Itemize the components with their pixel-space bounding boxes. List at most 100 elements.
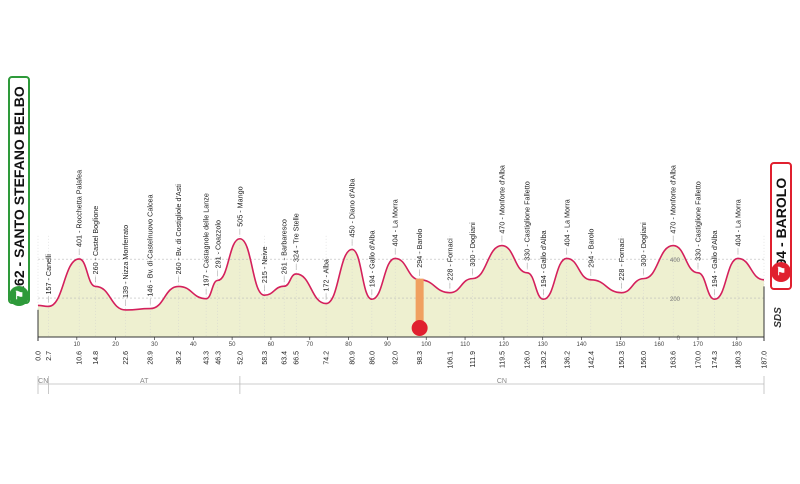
distance-tick-label: 170 bbox=[693, 342, 704, 348]
sprint-icon bbox=[411, 320, 428, 336]
distance-tick-label: 80 bbox=[345, 342, 352, 348]
distance-tick-label: 100 bbox=[421, 342, 432, 348]
place-label: 261 - Barbaresco bbox=[280, 219, 289, 274]
km-marker-label: 126.0 bbox=[525, 351, 532, 369]
km-marker-label: 74.2 bbox=[324, 351, 331, 365]
start-label: 162 - SANTO STEFANO BELBO bbox=[11, 86, 27, 294]
place-label: 470 - Monforte d'Alba bbox=[497, 165, 506, 234]
place-label: 401 - Rocchetta Palafea bbox=[75, 170, 84, 247]
place-label: 146 - Bv. di Castelnuovo Calcea bbox=[146, 194, 155, 296]
km-marker-label: 111.9 bbox=[470, 351, 477, 368]
km-marker-label: 119.5 bbox=[499, 351, 506, 368]
place-label: 330 - Castiglione Falletto bbox=[523, 181, 532, 261]
km-marker-label: 63.4 bbox=[282, 351, 289, 365]
km-marker-label: 28.9 bbox=[148, 351, 155, 365]
km-marker-label: 92.0 bbox=[393, 351, 400, 365]
distance-tick-label: 40 bbox=[190, 342, 197, 348]
km-marker-label: 174.3 bbox=[712, 351, 719, 369]
distance-tick-label: 150 bbox=[615, 342, 626, 348]
sds-logo: SDS bbox=[772, 307, 784, 328]
km-marker-label: 10.6 bbox=[77, 351, 84, 365]
km-marker-label: 52.0 bbox=[237, 351, 244, 365]
distance-tick-label: 130 bbox=[538, 342, 549, 348]
place-label: 294 - Barolo bbox=[415, 229, 424, 268]
place-label: 404 - La Morra bbox=[391, 199, 400, 246]
province-band: CN AT CN bbox=[37, 376, 765, 394]
km-marker-label: 66.5 bbox=[294, 351, 301, 365]
km-marker-label: 98.3 bbox=[417, 351, 424, 365]
place-label: 194 - Gallo d'Alba bbox=[539, 230, 548, 287]
place-label: 260 - Bv. di Costigliole d'Asti bbox=[174, 184, 183, 275]
km-marker-label: 0.0 bbox=[36, 351, 43, 361]
place-label: 197 - Castagnole delle Lanze bbox=[202, 193, 211, 287]
place-label: 194 - Gallo d'Alba bbox=[710, 230, 719, 287]
grid-label: 400 bbox=[670, 258, 681, 264]
province-label: CN bbox=[38, 378, 48, 385]
km-marker-label: 130.2 bbox=[541, 351, 548, 369]
km-marker-label: 142.4 bbox=[588, 351, 595, 369]
place-label: 404 - La Morra bbox=[733, 199, 742, 246]
distance-tick-label: 60 bbox=[268, 342, 275, 348]
km-marker-label: 187.0 bbox=[762, 351, 769, 369]
km-marker-label: 14.8 bbox=[93, 351, 100, 365]
km-marker-label: 156.0 bbox=[641, 351, 648, 369]
km-marker-label: 36.2 bbox=[176, 351, 183, 365]
distance-tick-label: 90 bbox=[384, 342, 391, 348]
place-label: 157 - Canelli bbox=[44, 254, 53, 295]
finish-label: 294 - BAROLO bbox=[773, 177, 789, 275]
distance-tick-label: 180 bbox=[732, 342, 743, 348]
place-label: 300 - Dogliani bbox=[468, 222, 477, 267]
km-marker-label: 22.6 bbox=[123, 351, 130, 365]
start-label-box: 162 - SANTO STEFANO BELBO bbox=[8, 76, 30, 304]
profile-fill-layer bbox=[38, 238, 764, 337]
place-label: 228 - Fornaci bbox=[445, 238, 454, 281]
distance-tick-label: 160 bbox=[654, 342, 665, 348]
distance-axis: 10 20 30 40 50 60 70 80 90 100 110 120 130 140 150 160 1… bbox=[36, 286, 769, 369]
province-label: CN bbox=[497, 378, 507, 385]
start-flag-icon: ⚑ bbox=[9, 286, 29, 306]
distance-tick-label: 50 bbox=[229, 342, 236, 348]
grid-label: 0 bbox=[677, 336, 681, 342]
province-label: AT bbox=[140, 378, 149, 385]
distance-tick-label: 120 bbox=[499, 342, 510, 348]
profile-line-layer bbox=[37, 237, 765, 336]
distance-tick-label: 110 bbox=[460, 342, 470, 348]
finish-label-box: 294 - BAROLO bbox=[770, 162, 792, 290]
km-marker-label: 136.2 bbox=[564, 351, 571, 369]
place-label: 139 - Nizza Monferrato bbox=[121, 225, 130, 298]
km-marker-label: 46.3 bbox=[215, 351, 222, 365]
distance-tick-label: 140 bbox=[577, 342, 588, 348]
distance-tick-label: 10 bbox=[73, 342, 80, 348]
grid-label: 200 bbox=[670, 297, 681, 303]
finish-flag-icon: ⚑ bbox=[771, 262, 791, 282]
place-label: 450 - Diano d'Alba bbox=[348, 179, 357, 238]
place-label: 505 - Mango bbox=[235, 186, 244, 226]
km-marker-label: 86.0 bbox=[369, 351, 376, 365]
distance-tick-label: 20 bbox=[112, 342, 119, 348]
km-marker-label: 180.3 bbox=[735, 351, 742, 369]
profile-line bbox=[37, 237, 765, 311]
distance-tick-label: 70 bbox=[306, 342, 313, 348]
place-label: 228 - Fornaci bbox=[617, 238, 626, 281]
km-marker-label: 150.3 bbox=[619, 351, 626, 369]
place-label: 215 - Neive bbox=[260, 246, 269, 283]
place-label: 300 - Dogliani bbox=[639, 222, 648, 267]
place-label: 291 - Coazzolo bbox=[213, 220, 222, 268]
km-marker-label: 106.1 bbox=[447, 351, 454, 369]
km-marker-label: 2.7 bbox=[46, 351, 53, 361]
profile-area bbox=[38, 238, 764, 337]
place-label: 260 - Castel Boglione bbox=[91, 206, 100, 275]
km-marker-label: 80.9 bbox=[350, 351, 357, 365]
place-label: 172 - Alba bbox=[322, 259, 331, 291]
place-label: 470 - Monforte d'Alba bbox=[669, 165, 678, 234]
place-labels: 157 - Canelli 401 - Rocchetta Palafea 260 … bbox=[44, 165, 742, 306]
km-marker-label: 170.0 bbox=[696, 351, 703, 369]
place-label: 404 - La Morra bbox=[562, 199, 571, 246]
distance-tick-label: 30 bbox=[151, 342, 158, 348]
place-label: 194 - Gallo d'Alba bbox=[367, 230, 376, 287]
km-marker-label: 43.3 bbox=[204, 351, 211, 365]
place-label: 294 - Barolo bbox=[586, 229, 595, 268]
km-marker-label: 163.6 bbox=[671, 351, 678, 369]
sprint-bar bbox=[415, 278, 424, 323]
